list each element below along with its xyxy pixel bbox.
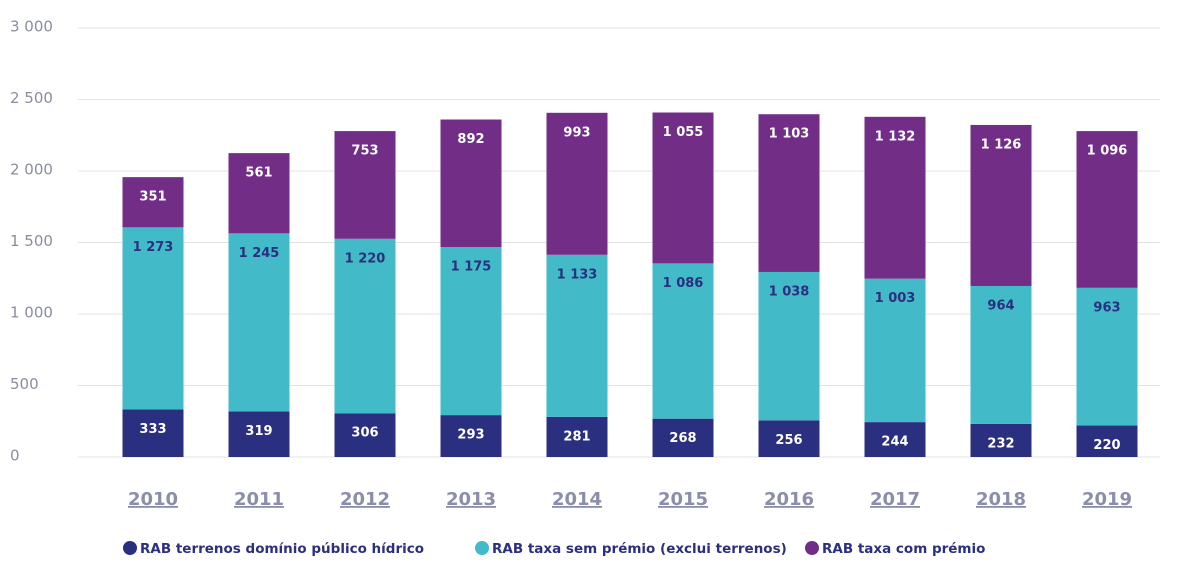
value-label: 220 bbox=[1093, 438, 1120, 453]
value-label: 1 175 bbox=[451, 260, 492, 275]
bar-segment bbox=[970, 285, 1032, 424]
bar-segment bbox=[228, 233, 290, 412]
bar-segment bbox=[440, 119, 502, 248]
legend-marker bbox=[123, 541, 137, 555]
value-label: 1 038 bbox=[769, 284, 810, 299]
bar-segment bbox=[546, 416, 608, 457]
value-label: 351 bbox=[139, 190, 166, 205]
value-label: 1 086 bbox=[663, 276, 704, 291]
bar-segment bbox=[864, 422, 926, 457]
value-label: 1 245 bbox=[239, 246, 280, 261]
legend-marker bbox=[475, 541, 489, 555]
value-label: 306 bbox=[351, 426, 378, 441]
bar-segment bbox=[1076, 131, 1138, 288]
bar-segment bbox=[122, 227, 184, 410]
value-label: 1 133 bbox=[557, 267, 598, 282]
bar-segment bbox=[758, 271, 820, 421]
value-label: 281 bbox=[563, 429, 590, 444]
bar-segment bbox=[970, 423, 1032, 457]
y-tick-label: 2 000 bbox=[10, 161, 53, 179]
bar-segment bbox=[122, 409, 184, 457]
value-label: 1 220 bbox=[345, 251, 386, 266]
value-label: 1 132 bbox=[875, 129, 916, 144]
x-tick-label: 2019 bbox=[1082, 489, 1132, 510]
y-tick-label: 500 bbox=[10, 375, 39, 393]
y-tick-label: 0 bbox=[10, 447, 20, 465]
value-label: 333 bbox=[139, 422, 166, 437]
value-label: 232 bbox=[987, 436, 1014, 451]
bar-segment bbox=[228, 153, 290, 234]
legend-label: RAB terrenos domínio público hídrico bbox=[140, 541, 424, 557]
bar-segment bbox=[970, 124, 1032, 286]
value-label: 293 bbox=[457, 428, 484, 443]
y-tick-label: 1 000 bbox=[10, 304, 53, 322]
y-tick-label: 3 000 bbox=[10, 18, 53, 36]
bar-segment bbox=[440, 247, 502, 416]
value-label: 1 003 bbox=[875, 291, 916, 306]
bar-segment bbox=[546, 254, 608, 417]
y-tick-label: 1 500 bbox=[10, 232, 53, 250]
bar-segment bbox=[758, 420, 820, 457]
legend-label: RAB taxa sem prémio (exclui terrenos) bbox=[492, 541, 787, 557]
bar-segment bbox=[122, 177, 184, 228]
value-label: 964 bbox=[987, 298, 1014, 313]
y-tick-label: 2 500 bbox=[10, 89, 53, 107]
value-label: 1 103 bbox=[769, 127, 810, 142]
value-label: 753 bbox=[351, 144, 378, 159]
value-label: 1 055 bbox=[663, 125, 704, 140]
bar-segment bbox=[864, 278, 926, 423]
x-tick-label: 2014 bbox=[552, 489, 602, 510]
bar-segment bbox=[758, 114, 820, 272]
bar-segment bbox=[652, 263, 714, 419]
value-label: 1 273 bbox=[133, 240, 174, 255]
x-tick-label: 2015 bbox=[658, 489, 708, 510]
value-label: 993 bbox=[563, 125, 590, 140]
bar-segment bbox=[334, 131, 396, 239]
value-label: 963 bbox=[1093, 300, 1120, 315]
x-tick-label: 2017 bbox=[870, 489, 920, 510]
legend-label: RAB taxa com prémio bbox=[822, 541, 985, 557]
x-tick-label: 2011 bbox=[234, 489, 284, 510]
x-tick-label: 2013 bbox=[446, 489, 496, 510]
bar-segment bbox=[440, 415, 502, 457]
x-tick-label: 2010 bbox=[128, 489, 178, 510]
value-label: 892 bbox=[457, 132, 484, 147]
x-tick-label: 2016 bbox=[764, 489, 814, 510]
value-label: 561 bbox=[245, 166, 272, 181]
bar-segment bbox=[546, 112, 608, 255]
bar-segment bbox=[652, 418, 714, 457]
x-tick-label: 2018 bbox=[976, 489, 1026, 510]
value-label: 1 096 bbox=[1087, 144, 1128, 159]
bar-segment bbox=[1076, 425, 1138, 457]
value-label: 244 bbox=[881, 435, 908, 450]
value-label: 268 bbox=[669, 431, 696, 446]
legend-marker bbox=[805, 541, 819, 555]
x-tick-label: 2012 bbox=[340, 489, 390, 510]
bar-segment bbox=[334, 238, 396, 414]
bar-segment bbox=[1076, 287, 1138, 426]
bar-segment bbox=[652, 112, 714, 264]
bar-segment bbox=[228, 411, 290, 457]
value-label: 256 bbox=[775, 433, 802, 448]
value-label: 319 bbox=[245, 424, 272, 439]
bar-segment bbox=[334, 413, 396, 457]
value-label: 1 126 bbox=[981, 137, 1022, 152]
bar-segment bbox=[864, 116, 926, 279]
